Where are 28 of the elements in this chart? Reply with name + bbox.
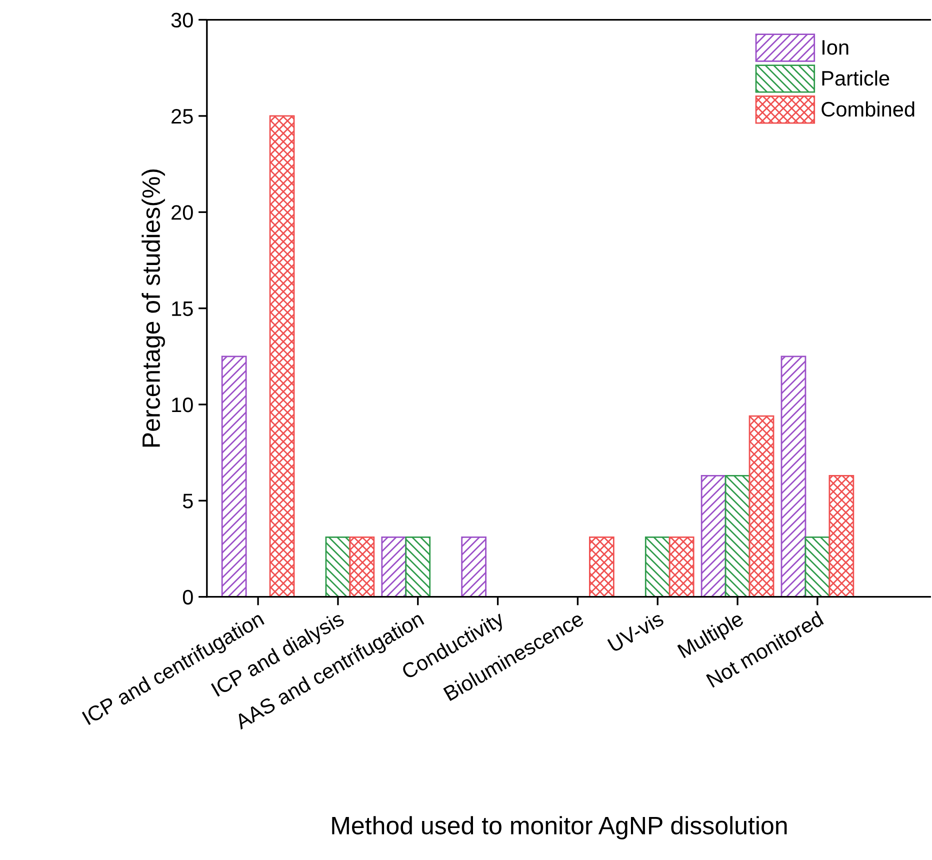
bar — [325, 536, 351, 597]
y-tick-label: 25 — [172, 108, 193, 124]
bar — [700, 474, 726, 597]
y-tick-label: 10 — [172, 397, 193, 412]
bar — [405, 536, 431, 597]
bar — [780, 356, 806, 597]
y-tick-label: 15 — [172, 302, 193, 316]
bar — [644, 536, 670, 597]
y-tick-label: 5 — [182, 494, 193, 508]
legend-label: Ion — [822, 40, 848, 55]
legend-label: Combined — [822, 101, 914, 117]
bar — [221, 356, 247, 597]
y-tick-label: 20 — [172, 205, 193, 220]
bar — [269, 115, 295, 597]
bar — [828, 474, 854, 597]
bar — [381, 536, 407, 597]
y-axis-title: Percentage of studies(%) — [142, 170, 165, 447]
x-axis-title: Method used to monitor AgNP dissolution — [332, 816, 787, 840]
bar — [589, 536, 614, 597]
bar — [349, 536, 375, 597]
bar — [461, 536, 487, 597]
bar — [668, 536, 694, 597]
y-tick-label: 0 — [182, 590, 193, 605]
legend-label: Particle — [822, 70, 890, 86]
bar — [748, 415, 774, 597]
y-tick-label: 30 — [171, 12, 193, 28]
bar — [804, 536, 830, 597]
bar — [724, 474, 750, 597]
